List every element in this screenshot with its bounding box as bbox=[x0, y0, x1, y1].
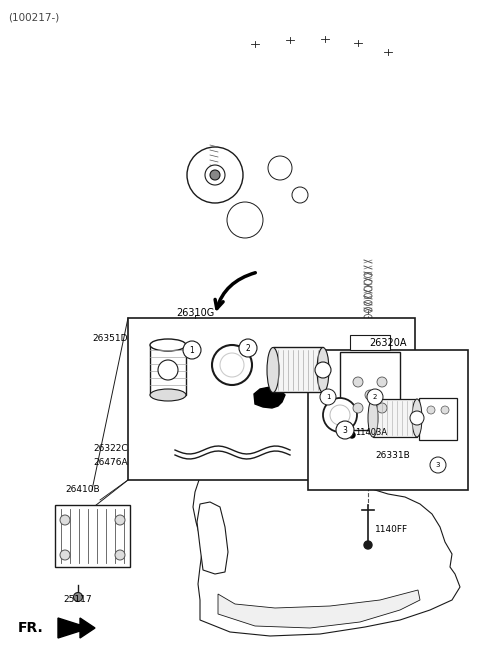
Ellipse shape bbox=[150, 389, 186, 401]
Circle shape bbox=[227, 202, 263, 238]
Circle shape bbox=[183, 341, 201, 359]
Text: 26322C: 26322C bbox=[94, 444, 128, 453]
Circle shape bbox=[115, 515, 125, 525]
Circle shape bbox=[336, 421, 354, 439]
Circle shape bbox=[158, 360, 178, 380]
Bar bbox=[273, 347, 323, 392]
Text: 11403A: 11403A bbox=[355, 428, 387, 436]
Text: FR.: FR. bbox=[18, 621, 44, 635]
Circle shape bbox=[427, 406, 435, 414]
Circle shape bbox=[377, 377, 387, 387]
Circle shape bbox=[292, 187, 308, 203]
Polygon shape bbox=[197, 502, 228, 574]
Ellipse shape bbox=[317, 348, 329, 393]
Text: (100217-): (100217-) bbox=[8, 12, 59, 22]
Bar bbox=[340, 352, 400, 430]
Bar bbox=[128, 318, 415, 480]
Text: 1: 1 bbox=[326, 394, 330, 400]
Circle shape bbox=[364, 541, 372, 549]
Circle shape bbox=[210, 170, 220, 180]
Ellipse shape bbox=[368, 399, 378, 437]
Circle shape bbox=[315, 362, 331, 378]
Bar bbox=[419, 398, 457, 440]
Circle shape bbox=[353, 403, 363, 413]
Text: 26320A: 26320A bbox=[369, 338, 407, 348]
Bar bbox=[150, 345, 186, 395]
Polygon shape bbox=[218, 590, 420, 628]
Circle shape bbox=[212, 345, 252, 385]
Circle shape bbox=[60, 515, 70, 525]
Circle shape bbox=[220, 353, 244, 377]
Circle shape bbox=[239, 339, 257, 357]
Polygon shape bbox=[210, 402, 420, 470]
Text: 1140FF: 1140FF bbox=[375, 526, 408, 534]
Circle shape bbox=[353, 377, 363, 387]
Bar bbox=[373, 399, 417, 437]
Circle shape bbox=[330, 405, 350, 425]
Circle shape bbox=[430, 457, 446, 473]
Ellipse shape bbox=[267, 348, 279, 393]
Text: 2: 2 bbox=[246, 344, 251, 352]
Circle shape bbox=[323, 398, 357, 432]
Polygon shape bbox=[193, 420, 460, 636]
Circle shape bbox=[349, 432, 355, 438]
Circle shape bbox=[320, 389, 336, 405]
Text: 26410B: 26410B bbox=[65, 485, 100, 495]
Circle shape bbox=[441, 406, 449, 414]
Bar bbox=[55, 505, 130, 567]
Circle shape bbox=[73, 592, 83, 602]
Polygon shape bbox=[254, 387, 285, 408]
Text: 1: 1 bbox=[190, 346, 194, 354]
Text: 3: 3 bbox=[436, 462, 440, 468]
Text: 26331B: 26331B bbox=[375, 451, 410, 459]
Text: 26351D: 26351D bbox=[93, 334, 128, 342]
Circle shape bbox=[205, 165, 225, 185]
Circle shape bbox=[60, 550, 70, 560]
Circle shape bbox=[367, 389, 383, 405]
Circle shape bbox=[365, 390, 375, 400]
Bar bbox=[350, 335, 390, 350]
Circle shape bbox=[115, 550, 125, 560]
Text: 26476A: 26476A bbox=[94, 457, 128, 467]
Polygon shape bbox=[58, 618, 95, 638]
Ellipse shape bbox=[412, 399, 422, 437]
Circle shape bbox=[268, 156, 292, 180]
Circle shape bbox=[187, 147, 243, 203]
Text: 26310G: 26310G bbox=[176, 308, 214, 318]
Circle shape bbox=[410, 411, 424, 425]
Ellipse shape bbox=[150, 339, 186, 351]
Text: 25117: 25117 bbox=[64, 596, 92, 604]
Circle shape bbox=[377, 403, 387, 413]
Text: 3: 3 bbox=[343, 426, 348, 434]
Bar bbox=[308, 350, 468, 490]
Text: 2: 2 bbox=[373, 394, 377, 400]
